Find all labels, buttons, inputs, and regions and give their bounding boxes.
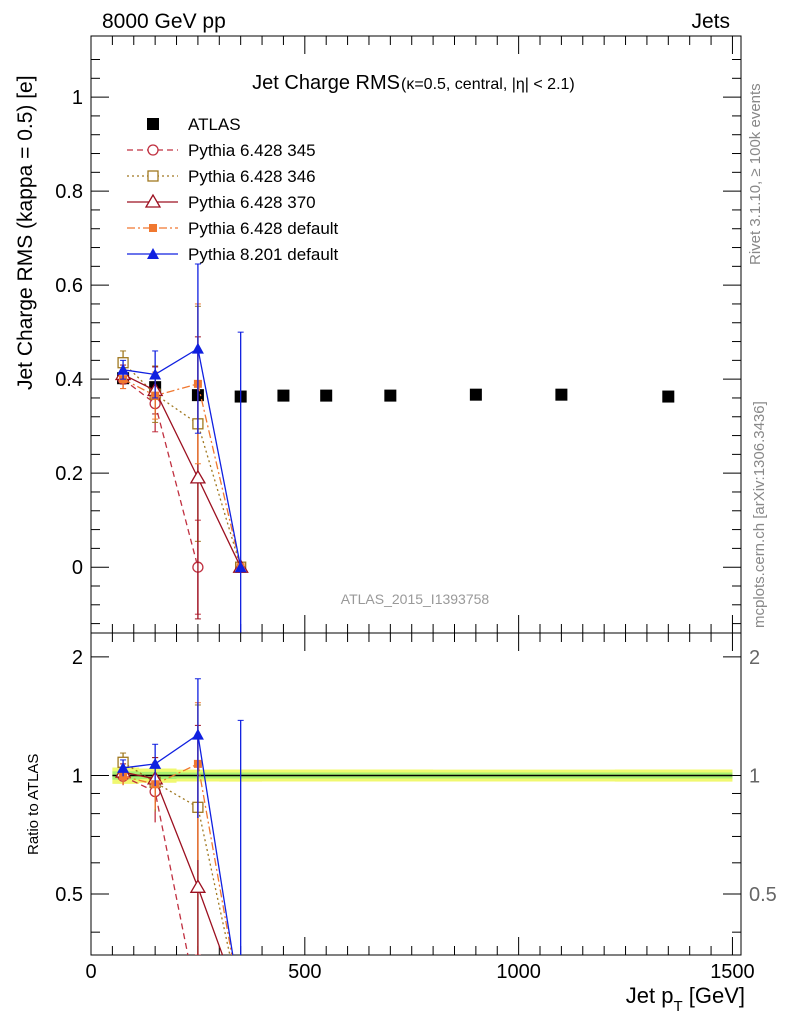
- x-tick-label: 500: [288, 961, 321, 983]
- data-point: [189, 469, 207, 484]
- data-point: [384, 389, 397, 402]
- ratio-point: [191, 728, 204, 740]
- ratio-y-tick-label: 0.5: [749, 884, 777, 906]
- legend-marker: [149, 224, 157, 232]
- ratio-series-line: [122, 761, 231, 955]
- series-line: [122, 373, 242, 568]
- series-line: [122, 378, 199, 568]
- series-line: [122, 378, 242, 568]
- data-point: [277, 389, 290, 402]
- legend-entry: Pythia 6.428 346: [188, 167, 316, 186]
- x-axis-label-sub: T: [673, 998, 682, 1015]
- ratio-series-pythia-6-428-370: [114, 724, 224, 955]
- data-point: [662, 390, 675, 403]
- x-tick-label: 1000: [496, 961, 541, 983]
- data-point: [234, 561, 247, 573]
- series-line: [122, 347, 242, 568]
- ratio-y-tick-label: 0.5: [55, 884, 83, 906]
- x-tick-label: 1500: [710, 961, 755, 983]
- legend-marker: [147, 118, 159, 130]
- ratio-series-layer: [114, 678, 244, 955]
- data-point: [149, 368, 162, 380]
- ratio-y-tick-label: 2: [749, 647, 760, 669]
- legend-entry: Pythia 6.428 default: [188, 219, 339, 238]
- series-pythia-6-428-345: [117, 369, 204, 615]
- y-tick-label: 0.4: [55, 369, 83, 391]
- data-point: [469, 388, 482, 401]
- legend-entry: Pythia 6.428 370: [188, 193, 316, 212]
- series-pythia-8-201-default: [117, 263, 247, 634]
- ratio-plot-frame: [90, 632, 742, 956]
- ratio-y-tick-label: 1: [749, 765, 760, 787]
- ratio-series-line: [122, 775, 189, 955]
- data-point: [320, 389, 333, 402]
- ratio-point: [117, 761, 130, 773]
- x-axis-label-unit: [GeV]: [683, 983, 745, 1008]
- legend-entry: Pythia 6.428 345: [188, 141, 316, 160]
- main-ticks: 0 0.2 0.4 0.6 0.8 1 0 500 1000 1500: [55, 36, 755, 983]
- x-axis-label: Jet pT [GeV]: [626, 983, 745, 1015]
- x-tick-label: 0: [85, 961, 96, 983]
- watermark: ATLAS_2015_I1393758: [341, 591, 490, 607]
- y-tick-label: 0: [72, 557, 83, 579]
- ratio-series-line: [122, 771, 224, 955]
- legend: ATLAS Pythia 6.428 345 Pythia 6.428 346 Pyt…: [127, 115, 339, 264]
- ratio-series-pythia-6-428-default: [119, 702, 233, 955]
- main-plot-title: Jet Charge RMS: [252, 72, 400, 94]
- legend-entry: ATLAS: [188, 115, 241, 134]
- main-plot-subtitle: (κ=0.5, central, |η| < 2.1): [401, 76, 575, 93]
- ratio-series-line: [122, 733, 234, 955]
- header-right: Jets: [691, 10, 730, 33]
- y-tick-label: 1: [72, 87, 83, 109]
- header-left: 8000 GeV pp: [102, 10, 226, 33]
- series-pythia-6-428-default: [119, 303, 245, 572]
- ratio-series-pythia-6-428-346: [117, 704, 231, 955]
- main-y-axis-label: Jet Charge RMS (kappa = 0.5) [e]: [14, 75, 37, 390]
- side-mcplots-label: mcplots.cern.ch [arXiv:1306.3436]: [751, 401, 768, 628]
- ratio-ticks: 0.5 0.5 1 1 2 2: [55, 647, 777, 933]
- data-point: [555, 388, 568, 401]
- data-point: [117, 363, 130, 375]
- ratio-series-line: [122, 762, 233, 955]
- legend-marker: [144, 193, 162, 208]
- ratio-point: [189, 879, 207, 893]
- main-series-layer: [114, 263, 675, 634]
- y-tick-label: 0.8: [55, 181, 83, 203]
- series-pythia-6-428-370: [114, 336, 249, 620]
- y-tick-label: 0.6: [55, 275, 83, 297]
- legend-marker: [147, 248, 159, 259]
- ratio-series-pythia-8-201-default: [117, 678, 244, 955]
- ratio-y-tick-label: 1: [72, 765, 83, 787]
- series-line: [122, 362, 242, 568]
- ratio-y-axis-label: Ratio to ATLAS: [25, 754, 42, 855]
- x-axis-label-main: Jet p: [626, 983, 674, 1008]
- data-point: [191, 342, 204, 354]
- ratio-band-layer: [112, 767, 733, 784]
- legend-marker: [147, 144, 159, 156]
- y-tick-label: 0.2: [55, 463, 83, 485]
- side-rivet-label: Rivet 3.1.10, ≥ 100k events: [747, 83, 764, 265]
- legend-entry: Pythia 8.201 default: [188, 245, 339, 264]
- series-pythia-6-428-346: [117, 305, 247, 573]
- legend-marker: [147, 170, 159, 182]
- ratio-y-tick-label: 2: [72, 647, 83, 669]
- ratio-point: [149, 757, 162, 769]
